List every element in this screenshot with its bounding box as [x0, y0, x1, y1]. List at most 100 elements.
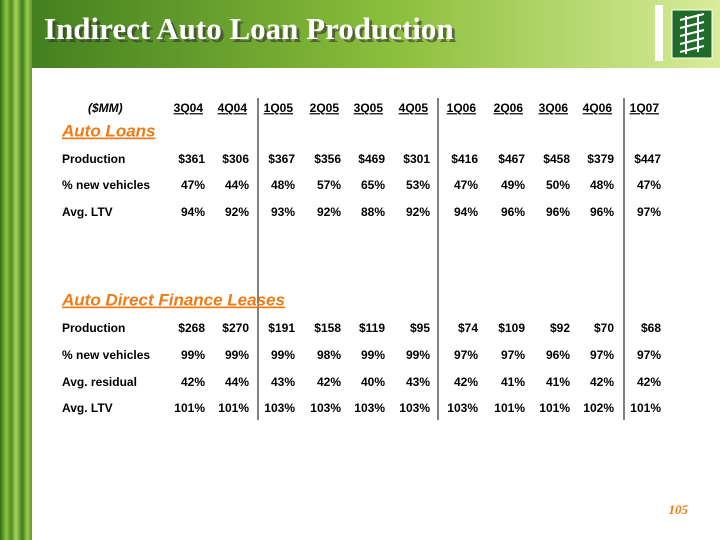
cell-value: $447: [634, 152, 661, 166]
cell-value: 99%: [225, 348, 249, 362]
cell-value: 96%: [590, 205, 614, 219]
cell-value: $68: [641, 321, 661, 335]
cell-value: 97%: [637, 348, 661, 362]
column-header: 4Q05: [399, 101, 429, 115]
cell-value: 94%: [181, 205, 205, 219]
row-label: Avg. LTV: [62, 401, 113, 415]
cell-value: 103%: [264, 401, 295, 415]
cell-value: $367: [268, 152, 295, 166]
cell-value: $270: [222, 321, 249, 335]
column-header: 2Q05: [310, 101, 340, 115]
column-header: 1Q05: [264, 101, 294, 115]
cell-value: $95: [410, 321, 430, 335]
cell-value: 50%: [546, 178, 570, 192]
cell-value: 92%: [317, 205, 341, 219]
cell-value: $306: [222, 152, 249, 166]
cell-value: 97%: [454, 348, 478, 362]
cell-value: 103%: [399, 401, 430, 415]
cell-value: $109: [498, 321, 525, 335]
cell-value: 57%: [317, 178, 341, 192]
cell-value: 102%: [583, 401, 614, 415]
cell-value: 48%: [271, 178, 295, 192]
cell-value: $361: [178, 152, 205, 166]
cell-value: 42%: [637, 375, 661, 389]
cell-value: $92: [550, 321, 570, 335]
section-title: Auto Loans: [61, 121, 156, 140]
cell-value: $416: [451, 152, 478, 166]
cell-value: 101%: [494, 401, 525, 415]
cell-value: 42%: [181, 375, 205, 389]
cell-value: 43%: [406, 375, 430, 389]
cell-value: 99%: [406, 348, 430, 362]
cell-value: $301: [403, 152, 430, 166]
header-band: [0, 0, 720, 68]
column-header: 4Q04: [218, 101, 248, 115]
logo: [671, 9, 713, 59]
cell-value: 42%: [590, 375, 614, 389]
left-stripes: [0, 0, 32, 540]
cell-value: 94%: [454, 205, 478, 219]
cell-value: 99%: [361, 348, 385, 362]
cell-value: 101%: [539, 401, 570, 415]
cell-value: 53%: [406, 178, 430, 192]
cell-value: 40%: [361, 375, 385, 389]
cell-value: 47%: [454, 178, 478, 192]
cell-value: 101%: [174, 401, 205, 415]
cell-value: 42%: [454, 375, 478, 389]
cell-value: 101%: [218, 401, 249, 415]
cell-value: 97%: [501, 348, 525, 362]
cell-value: 44%: [225, 375, 249, 389]
cell-value: $119: [359, 321, 385, 335]
column-header: 1Q07: [630, 101, 660, 115]
cell-value: 96%: [546, 348, 570, 362]
logo-bar: [655, 5, 663, 61]
cell-value: 47%: [637, 178, 661, 192]
row-label: Avg. residual: [62, 375, 137, 389]
row-label: Avg. LTV: [62, 205, 113, 219]
cell-value: 93%: [271, 205, 295, 219]
cell-value: 97%: [590, 348, 614, 362]
cell-value: 49%: [501, 178, 525, 192]
cell-value: 97%: [637, 205, 661, 219]
cell-value: 48%: [590, 178, 614, 192]
cell-value: 99%: [181, 348, 205, 362]
unit-label: ($MM): [88, 101, 123, 115]
cell-value: 96%: [546, 205, 570, 219]
cell-value: $158: [314, 321, 341, 335]
column-header: 1Q06: [447, 101, 477, 115]
title: Indirect Auto Loan Production: [44, 11, 454, 46]
cell-value: 47%: [181, 178, 205, 192]
cell-value: $469: [358, 152, 385, 166]
cell-value: 99%: [271, 348, 295, 362]
cell-value: $191: [268, 321, 295, 335]
cell-value: 65%: [361, 178, 385, 192]
row-label: Production: [62, 321, 125, 335]
cell-value: $268: [178, 321, 205, 335]
column-header: 4Q06: [583, 101, 613, 115]
row-label: % new vehicles: [62, 178, 150, 192]
column-header: 3Q06: [539, 101, 569, 115]
column-header: 3Q05: [354, 101, 384, 115]
cell-value: 98%: [317, 348, 341, 362]
cell-value: $458: [543, 152, 570, 166]
cell-value: 103%: [354, 401, 385, 415]
cell-value: 43%: [271, 375, 295, 389]
cell-value: $356: [314, 152, 341, 166]
cell-value: 103%: [310, 401, 341, 415]
column-header: 3Q04: [174, 101, 204, 115]
title-shadow: Indirect Auto Loan Production: [47, 14, 457, 49]
page-number: 105: [669, 502, 689, 517]
cell-value: 41%: [546, 375, 570, 389]
table: ($MM) 3Q04 4Q04 1Q05 2Q05 3Q05 4Q05 1Q06 2Q06 3Q0…: [61, 98, 661, 420]
cell-value: 103%: [447, 401, 478, 415]
cell-value: 44%: [225, 178, 249, 192]
cell-value: 101%: [630, 401, 661, 415]
cell-value: 41%: [501, 375, 525, 389]
cell-value: 92%: [406, 205, 430, 219]
row-label: Production: [62, 152, 125, 166]
cell-value: $74: [458, 321, 478, 335]
section-title: Auto Direct Finance Leases: [61, 290, 285, 309]
cell-value: $379: [587, 152, 614, 166]
column-header: 2Q06: [494, 101, 524, 115]
